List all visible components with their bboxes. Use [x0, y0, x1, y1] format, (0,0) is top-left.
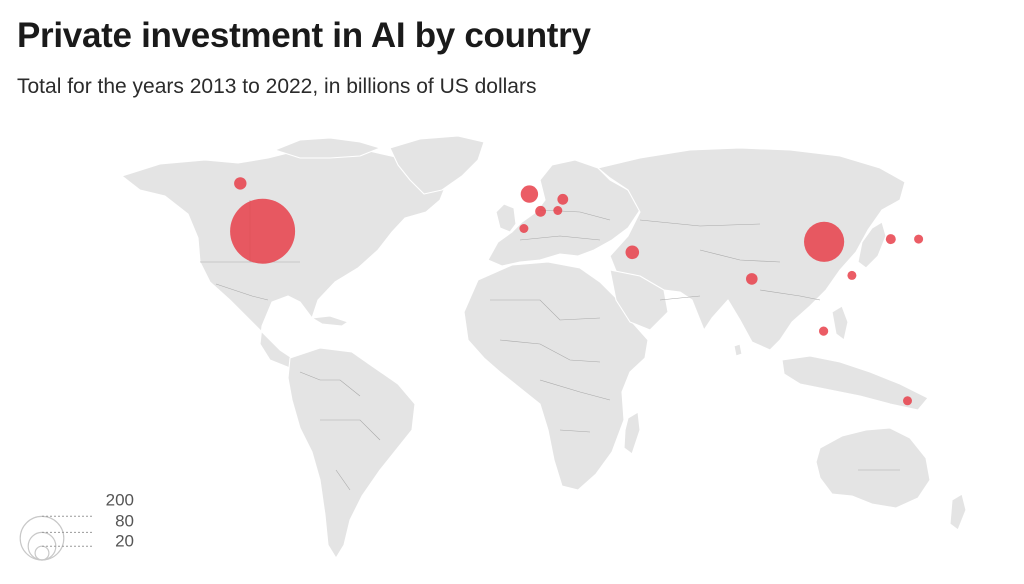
bubble-japan	[914, 234, 924, 244]
bubble-switzerland	[553, 206, 563, 215]
legend-circle-20	[34, 545, 50, 561]
bubble-israel	[625, 245, 640, 260]
bubble-hong-kong	[847, 270, 857, 280]
australia-land	[815, 427, 931, 509]
bubble-canada	[234, 177, 247, 190]
arabia-land	[609, 269, 669, 331]
land-layer	[121, 135, 967, 559]
bubble-germany	[557, 193, 569, 205]
bubble-south-korea	[885, 234, 896, 245]
chart-subtitle: Total for the years 2013 to 2022, in bil…	[17, 75, 537, 98]
bubble-france	[535, 205, 546, 217]
bubble-layer	[230, 177, 924, 406]
north-america-land	[121, 146, 449, 373]
sri-lanka-land	[733, 343, 743, 357]
bubble-united-states	[230, 198, 296, 264]
arctic-islands-land	[274, 137, 381, 159]
uk-land	[495, 203, 517, 233]
bubble-singapore	[819, 326, 829, 336]
chart-title: Private investment in AI by country	[17, 16, 591, 55]
greenland-land	[389, 135, 485, 195]
madagascar-land	[623, 411, 641, 455]
philippines-land	[831, 305, 849, 341]
bubble-china	[804, 221, 845, 262]
caribbean-land	[311, 315, 349, 327]
country-borders	[200, 200, 900, 491]
legend-label-80: 80	[115, 511, 134, 530]
south-america-land	[287, 347, 416, 559]
southeast-asia-islands-land	[781, 355, 929, 411]
bubble-india	[746, 273, 758, 285]
legend-label-200: 200	[106, 490, 134, 509]
legend-circle-200	[19, 515, 65, 561]
bubble-spain	[519, 224, 529, 233]
bubble-united-kingdom	[520, 185, 539, 203]
asia-land	[597, 147, 906, 351]
bubble-australia	[903, 396, 912, 406]
japan-land	[857, 221, 887, 269]
africa-land	[463, 261, 649, 491]
new-zealand-land	[949, 493, 967, 531]
legend-label-20: 20	[115, 531, 134, 550]
